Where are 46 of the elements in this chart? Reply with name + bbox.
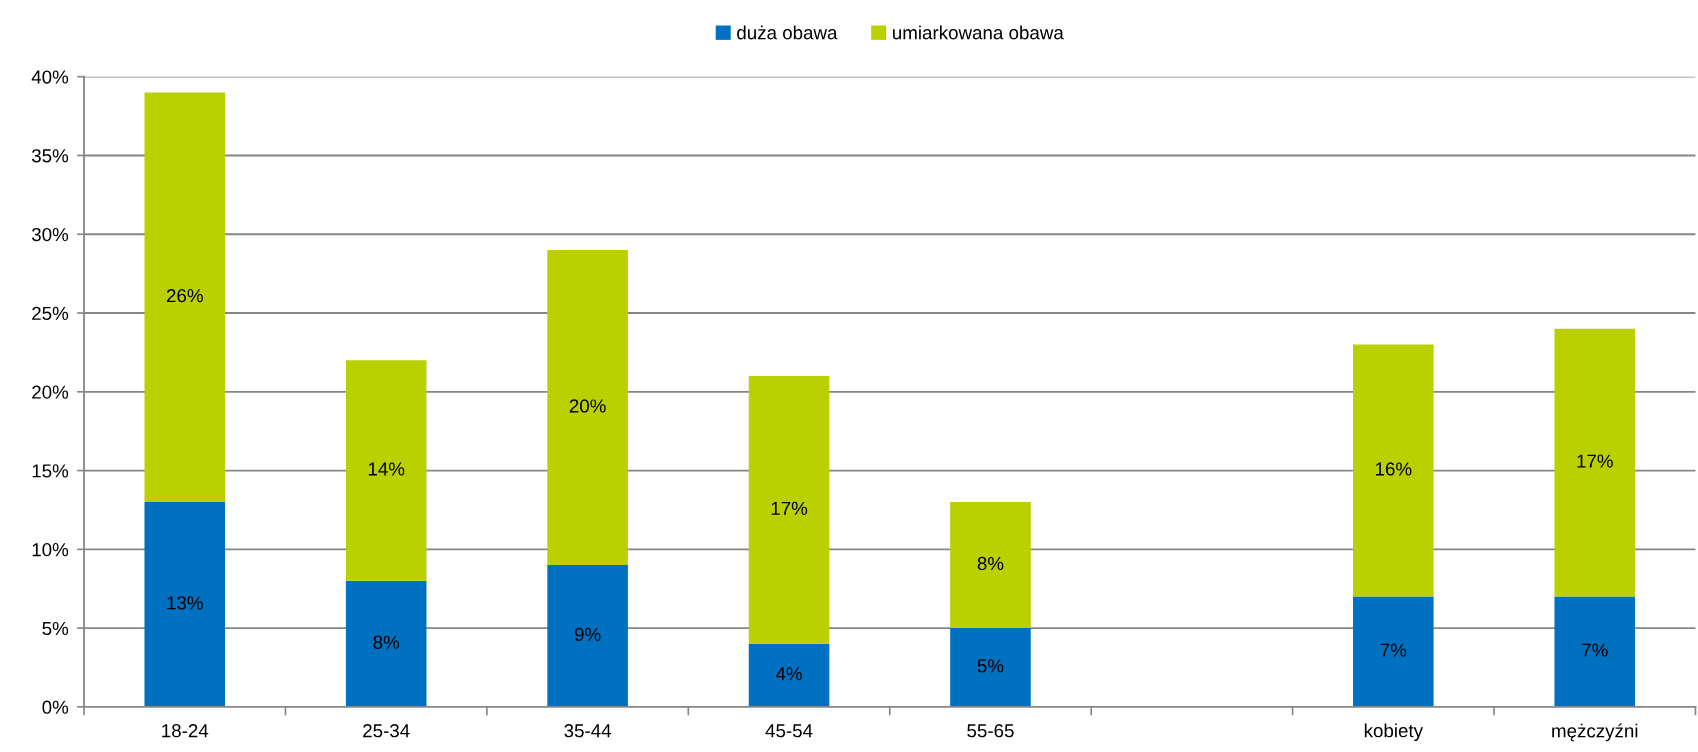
data-label: 13% [167, 596, 203, 610]
x-tick-label: mężczyźni [1552, 723, 1638, 742]
bar [345, 580, 427, 707]
y-tick-label: 10% [32, 543, 69, 557]
x-tick-label: 25-34 [363, 724, 410, 738]
bar [1554, 328, 1636, 597]
data-label: 7% [1380, 643, 1407, 657]
y-tick-label: 0% [42, 700, 69, 714]
data-label: 8% [977, 556, 1004, 571]
x-tick-label: kobiety [1364, 723, 1423, 742]
bar [748, 643, 830, 707]
legend-label: umiarkowana obawa [893, 25, 1064, 40]
y-tick-label: 5% [42, 621, 69, 636]
x-tick-label: 18-24 [162, 724, 209, 738]
data-label: 17% [771, 501, 808, 515]
y-tick-label: 25% [32, 306, 69, 320]
legend-label: duża obawa [737, 25, 838, 40]
data-label: 4% [775, 667, 802, 681]
data-label: 14% [368, 462, 405, 476]
bar [950, 502, 1031, 629]
bar [345, 360, 427, 581]
bar [547, 565, 628, 707]
y-tick-label: 35% [31, 149, 69, 163]
y-tick-label: 30% [31, 227, 69, 242]
bar [144, 92, 226, 503]
bar [1353, 596, 1434, 707]
bar [748, 376, 830, 644]
x-tick-label: 55-65 [967, 724, 1014, 738]
data-label: 20% [569, 399, 606, 413]
bar [950, 628, 1031, 707]
y-tick-label: 15% [32, 464, 69, 478]
bar [547, 250, 628, 566]
bar [144, 502, 226, 707]
bar [1353, 344, 1434, 597]
data-label: 26% [166, 289, 203, 303]
data-label: 5% [977, 659, 1004, 673]
x-tick-label: 35-44 [564, 724, 612, 738]
data-label: 9% [574, 627, 601, 642]
data-label: 7% [1582, 643, 1608, 657]
bar [1554, 596, 1636, 707]
data-label: 17% [1577, 454, 1613, 468]
x-tick-label: 45-54 [765, 724, 813, 738]
y-tick-label: 20% [32, 385, 69, 399]
data-label: 8% [373, 635, 400, 649]
data-label: 16% [1375, 462, 1412, 476]
y-tick-label: 40% [31, 70, 69, 84]
